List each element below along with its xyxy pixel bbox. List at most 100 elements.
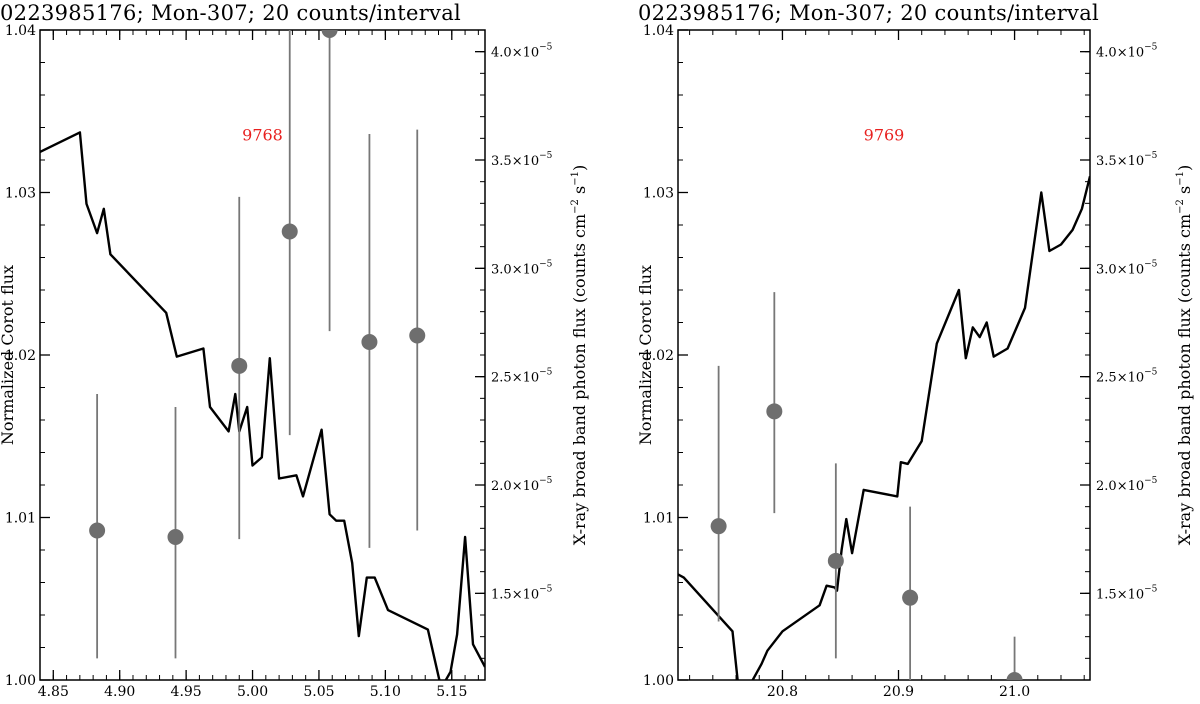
y2-tick-times: ×10 [512,154,539,169]
y-tick-label: 1.02 [643,348,674,364]
y2-tick-label: 4.0×10−5 [491,43,553,61]
y2-tick-mantissa: 1.5 [1096,587,1117,602]
y2-tick-times: ×10 [512,587,539,602]
y-tick-label: 1.03 [5,186,36,202]
y-tick-label: 1.04 [643,23,674,39]
y2-tick-mantissa: 2.5 [1096,371,1117,386]
y2-tick-label: 1.5×10−5 [1096,584,1158,602]
x-tick-label: 5.00 [237,684,268,700]
y2-tick-exponent: −5 [539,43,553,53]
y2-tick-label: 2.5×10−5 [1096,368,1158,386]
y2-tick-exponent: −5 [1144,584,1158,594]
x-tick-label: 4.90 [104,684,135,700]
y2-tick-times: ×10 [1117,371,1144,386]
y2-tick-times: ×10 [1117,262,1144,277]
chart-title: 0223985176; Mon-307; 20 counts/interval [638,1,1099,25]
y2-tick-mantissa: 3.0 [491,262,512,277]
x-tick-label: 5.05 [303,684,334,700]
y2-tick-mantissa: 3.5 [1096,154,1117,169]
xray-data-point [167,529,184,545]
y2-tick-times: ×10 [1117,154,1144,169]
x-tick-label: 5.10 [370,684,401,700]
y2-tick-label: 4.0×10−5 [1096,43,1158,61]
chart-title: 0223985176; Mon-307; 20 counts/interval [0,1,461,25]
y2-tick-exponent: −5 [539,476,553,486]
y-axis-label: Normalized Corot flux [636,265,655,445]
y2-tick-times: ×10 [512,262,539,277]
y2-tick-mantissa: 2.0 [491,479,512,494]
x-tick-label: 20.9 [883,684,914,700]
y2-tick-label: 2.0×10−5 [491,476,553,494]
y2-tick-times: ×10 [1117,46,1144,61]
xray-data-point [766,403,783,420]
y2-tick-times: ×10 [512,46,539,61]
y2-tick-label: 2.5×10−5 [491,368,553,386]
y2-tick-label: 3.5×10−5 [1096,151,1158,169]
chart-panel-2: 0223985176; Mon-307; 20 counts/interval 2… [636,1,1194,704]
xray-data-point [710,518,727,535]
observation-id-annotation: 9769 [864,126,905,145]
x-label-main: JD−JD [846,702,897,704]
y-tick-label: 1.01 [643,511,674,527]
y2-label-part: X-ray broad band photon flux (counts cm [1175,214,1194,545]
xray-data-point [361,334,378,350]
y2-label-superscript: −1 [1175,171,1186,186]
y2-tick-mantissa: 4.0 [1096,46,1117,61]
x-tick-label: 20.8 [767,684,798,700]
y2-tick-exponent: −5 [1144,259,1158,269]
y2-tick-exponent: −5 [539,259,553,269]
y2-tick-times: ×10 [1117,479,1144,494]
y-axis-label: Normalized Corot flux [0,265,17,445]
x-label-main: JD−JD [224,702,275,704]
y2-tick-exponent: −5 [1144,151,1158,161]
y-tick-label: 1.02 [5,348,36,364]
y2-label-superscript: −1 [570,171,581,186]
y2-tick-times: ×10 [512,479,539,494]
corot-light-curve [40,131,485,680]
y2-tick-mantissa: 4.0 [491,46,512,61]
y-tick-label: 1.04 [5,23,36,39]
y2-label-part: s [1175,186,1194,199]
y2-label-superscript: −2 [1175,199,1186,214]
y2-label-part: ) [1175,165,1194,171]
xray-data-point [321,30,338,38]
y2-label-part: X-ray broad band photon flux (counts cm [570,214,589,545]
y2-tick-mantissa: 2.0 [1096,479,1117,494]
x-axis-label: JD−JDstart [846,702,921,704]
xray-data-point [409,327,426,344]
y2-tick-label: 2.0×10−5 [1096,476,1158,494]
x-tick-label: 4.95 [171,684,202,700]
y2-label-part: ) [570,165,589,171]
y2-tick-exponent: −5 [539,584,553,594]
y2-tick-exponent: −5 [1144,368,1158,378]
y2-tick-label: 3.5×10−5 [491,151,553,169]
xray-data-point [231,357,248,374]
xray-data-point [281,223,298,240]
x-tick-label: 5.15 [436,684,467,700]
xray-data-point [902,589,919,606]
y2-label-part: s [570,186,589,199]
y2-tick-label: 1.5×10−5 [491,584,553,602]
y2-tick-exponent: −5 [539,151,553,161]
xray-data-point [1006,672,1023,680]
observation-id-annotation: 9768 [242,126,283,145]
y2-tick-exponent: −5 [539,368,553,378]
y-tick-label: 1.00 [643,673,674,689]
x-axis-label: JD−JDstart [224,702,299,704]
y2-axis-label: X-ray broad band photon flux (counts cm −… [570,165,589,545]
y2-tick-exponent: −5 [1144,476,1158,486]
xray-data-point [89,522,106,539]
y-tick-label: 1.03 [643,186,674,202]
y2-tick-times: ×10 [1117,587,1144,602]
x-tick-label: 4.85 [38,684,69,700]
y2-tick-exponent: −5 [1144,43,1158,53]
y2-tick-mantissa: 1.5 [491,587,512,602]
y2-tick-times: ×10 [512,371,539,386]
corot-light-curve [678,176,1090,680]
y2-axis-label: X-ray broad band photon flux (counts cm−… [1175,165,1194,545]
x-tick-label: 21.0 [999,684,1030,700]
y2-tick-mantissa: 3.5 [491,154,512,169]
y-tick-label: 1.00 [5,673,36,689]
y2-tick-label: 3.0×10−5 [491,259,553,277]
